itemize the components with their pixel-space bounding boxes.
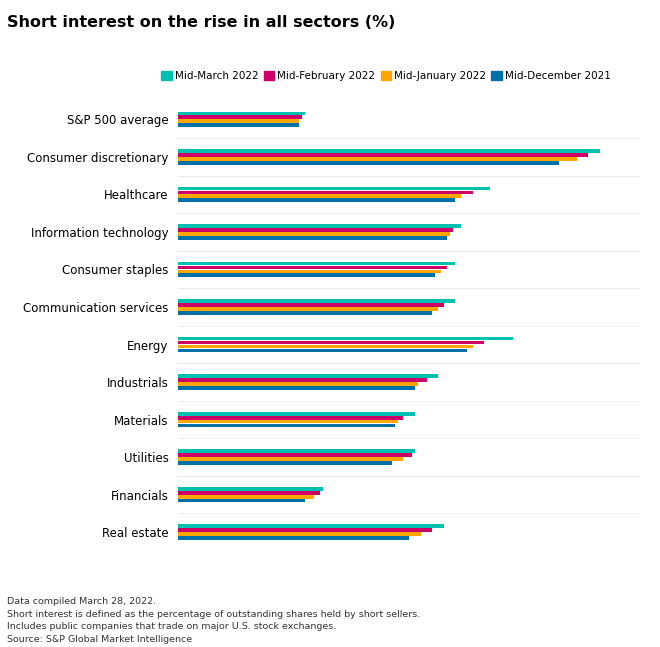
Bar: [178, 491, 319, 494]
Bar: [178, 157, 577, 160]
Bar: [178, 161, 559, 164]
Bar: [178, 311, 432, 315]
Bar: [178, 341, 484, 344]
Bar: [178, 307, 438, 311]
Bar: [178, 115, 302, 119]
Bar: [178, 345, 473, 348]
Bar: [178, 487, 323, 490]
Bar: [178, 153, 588, 157]
Bar: [178, 299, 455, 303]
Bar: [178, 303, 444, 307]
Bar: [178, 349, 467, 353]
Bar: [178, 336, 513, 340]
Bar: [178, 266, 447, 269]
Bar: [178, 420, 397, 423]
Bar: [178, 228, 453, 232]
Bar: [178, 416, 403, 419]
Bar: [178, 149, 600, 153]
Bar: [178, 224, 461, 228]
Text: Short interest on the rise in all sectors (%): Short interest on the rise in all sector…: [7, 15, 395, 30]
Bar: [178, 536, 409, 540]
Bar: [178, 386, 415, 390]
Legend: Mid-March 2022, Mid-February 2022, Mid-January 2022, Mid-December 2021: Mid-March 2022, Mid-February 2022, Mid-J…: [157, 67, 615, 85]
Bar: [178, 532, 421, 536]
Bar: [178, 374, 438, 378]
Bar: [178, 186, 490, 190]
Bar: [178, 529, 432, 532]
Bar: [178, 191, 473, 194]
Bar: [178, 454, 412, 457]
Bar: [178, 270, 441, 273]
Bar: [178, 499, 305, 503]
Bar: [178, 382, 418, 386]
Text: Data compiled March 28, 2022.
Short interest is defined as the percentage of out: Data compiled March 28, 2022. Short inte…: [7, 597, 420, 644]
Bar: [178, 274, 435, 278]
Bar: [178, 195, 461, 198]
Bar: [178, 232, 449, 236]
Bar: [178, 199, 455, 202]
Bar: [178, 457, 403, 461]
Bar: [178, 525, 444, 528]
Bar: [178, 461, 392, 465]
Bar: [178, 111, 305, 115]
Bar: [178, 411, 415, 415]
Bar: [178, 424, 395, 428]
Bar: [178, 495, 314, 498]
Bar: [178, 124, 299, 127]
Bar: [178, 120, 300, 123]
Bar: [178, 450, 415, 453]
Bar: [178, 261, 455, 265]
Bar: [178, 378, 426, 382]
Bar: [178, 236, 447, 240]
